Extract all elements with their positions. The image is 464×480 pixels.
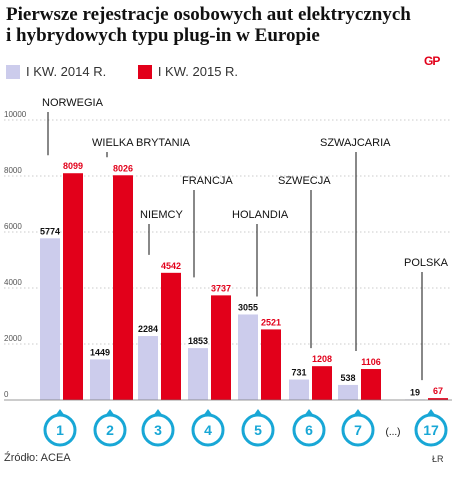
value-label-2014: 1853	[188, 336, 208, 346]
category-label: FRANCJA	[182, 175, 233, 187]
rank-marker	[43, 413, 77, 447]
rank-number: 6	[305, 422, 313, 438]
y-tick-label: 10000	[4, 110, 27, 119]
value-label-2014: 731	[291, 368, 306, 378]
value-label-2014: 538	[340, 373, 355, 383]
value-label-2015: 67	[433, 386, 443, 396]
value-label-2014: 2284	[138, 324, 158, 334]
chart-title: Pierwsze rejestracje osobowych aut elekt…	[6, 4, 411, 46]
y-tick-label: 0	[4, 390, 9, 399]
y-tick-label: 8000	[4, 166, 22, 175]
rank-number: 4	[204, 422, 212, 438]
rank-number: 7	[354, 422, 362, 438]
bar-2014	[289, 379, 309, 400]
rank-number: 2	[106, 422, 114, 438]
category-label: POLSKA	[404, 257, 449, 269]
y-tick-label: 6000	[4, 222, 22, 231]
bar-2015	[428, 398, 448, 400]
value-label-2014: 19	[410, 387, 420, 397]
rank-number: 1	[56, 422, 64, 438]
bar-2014	[40, 238, 60, 400]
value-label-2014: 5774	[40, 226, 60, 236]
category-label: NIEMCY	[140, 209, 183, 221]
bar-2015	[261, 329, 281, 400]
legend: I KW. 2014 R. I KW. 2015 R.	[6, 64, 266, 82]
bar-2014	[138, 336, 158, 400]
value-label-2014: 1449	[90, 347, 110, 357]
category-label: WIELKA BRYTANIA	[92, 137, 191, 149]
bar-2015	[361, 369, 381, 400]
rank-marker	[141, 413, 175, 447]
category-label: HOLANDIA	[232, 209, 289, 221]
rank-marker	[292, 413, 326, 447]
bar-2014	[338, 384, 358, 400]
value-label-2015: 8026	[113, 163, 133, 173]
category-label: NORWEGIA	[42, 97, 104, 109]
value-label-2015: 1208	[312, 354, 332, 364]
author-credit: ŁR	[432, 454, 444, 464]
bar-2015	[211, 295, 231, 400]
category-label: SZWAJCARIA	[320, 137, 391, 149]
legend-swatch-2015	[137, 64, 152, 79]
rank-marker	[191, 413, 225, 447]
value-label-2014: 3055	[238, 302, 258, 312]
rank-marker	[241, 413, 275, 447]
category-label: SZWECJA	[278, 175, 331, 187]
rank-number: 5	[254, 422, 262, 438]
y-tick-label: 4000	[4, 278, 22, 287]
legend-item-2015: I KW. 2015 R.	[137, 64, 239, 79]
bar-2015	[113, 175, 133, 400]
value-label-2015: 4542	[161, 261, 181, 271]
legend-label-2014: I KW. 2014 R.	[26, 64, 107, 79]
value-label-2015: 2521	[261, 317, 281, 327]
bar-2014	[90, 359, 110, 400]
rank-marker	[341, 413, 375, 447]
bar-2015	[312, 366, 332, 400]
bar-2015	[63, 173, 83, 400]
value-label-2015: 1106	[361, 357, 381, 367]
bar-2014	[188, 348, 208, 400]
value-label-2015: 3737	[211, 283, 231, 293]
publisher-logo: GP	[424, 54, 440, 68]
gap-ellipsis: (...)	[386, 427, 401, 438]
legend-label-2015: I KW. 2015 R.	[157, 64, 239, 79]
rank-marker	[93, 413, 127, 447]
bar-2014	[238, 314, 258, 400]
y-tick-label: 2000	[4, 334, 22, 343]
value-label-2015: 8099	[63, 161, 83, 171]
source-note: Źródło: ACEA	[4, 452, 71, 464]
rank-marker	[414, 413, 448, 447]
rank-number: 17	[423, 422, 439, 438]
legend-item-2014: I KW. 2014 R.	[6, 64, 106, 79]
bar-2015	[161, 272, 181, 400]
legend-swatch-2014	[6, 64, 20, 79]
rank-number: 3	[154, 422, 162, 438]
